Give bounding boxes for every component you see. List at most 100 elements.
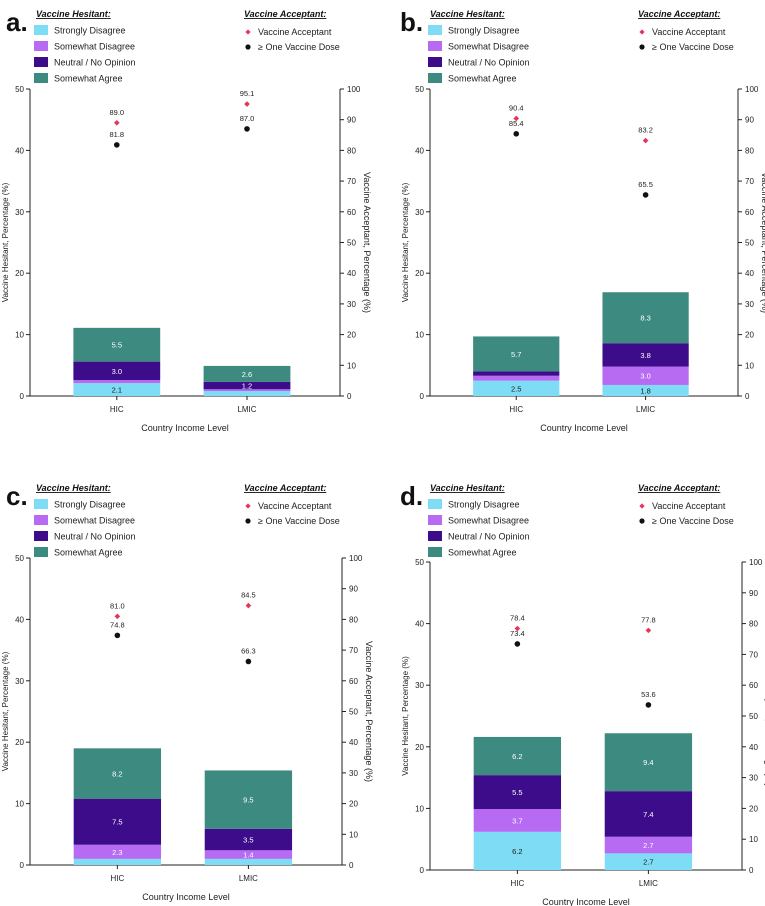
bar-value-label: 7.5 [112, 818, 122, 827]
y2-tick-label: 80 [349, 615, 358, 624]
legend-label-acceptant-2: ≥ One Vaccine Dose [652, 516, 734, 526]
y2-axis-label: Vaccine Acceptant, Percentage (%) [760, 172, 765, 313]
x-tick-label-lmic: LMIC [636, 405, 655, 414]
x-tick-label-hic: HIC [510, 879, 524, 888]
point-label-acceptant: 78.4 [510, 614, 525, 623]
y2-tick-label: 20 [349, 800, 358, 809]
legend-label-hesitant-4: Somewhat Agree [54, 74, 123, 84]
legend-swatch-2 [428, 41, 442, 51]
bar-value-label: 1.2 [242, 382, 252, 391]
point-vaccine-acceptant-hic [114, 119, 120, 126]
x-axis-label: Country Income Level [542, 897, 630, 906]
legend-hesitant-title: Vaccine Hesitant: [430, 9, 505, 19]
y2-tick-label: 90 [749, 589, 758, 598]
legend-swatch-3 [428, 531, 442, 541]
y2-tick-label: 90 [745, 116, 754, 125]
legend-label-hesitant-1: Strongly Disagree [448, 26, 520, 36]
y-tick-label: 50 [415, 558, 424, 567]
bar-value-label: 2.6 [242, 370, 252, 379]
legend-swatch-4 [34, 547, 48, 557]
bar-value-label: 2.7 [643, 858, 653, 867]
bar-segment-lmic-somewhat-agree [204, 770, 293, 829]
y-tick-label: 20 [415, 743, 424, 752]
legend-label-hesitant-3: Neutral / No Opinion [448, 58, 530, 68]
legend-label-hesitant-3: Neutral / No Opinion [54, 58, 136, 68]
chart-panel-2: b. Vaccine Hesitant: Strongly Disagree Some… [400, 7, 765, 433]
legend-label-acceptant-2: ≥ One Vaccine Dose [258, 42, 340, 52]
point-one-dose-hic [114, 142, 120, 148]
bar-segment-lmic-somewhat-agree [604, 733, 693, 792]
bar-value-label: 5.7 [511, 350, 521, 359]
x-axis-label: Country Income Level [141, 423, 229, 433]
y-tick-label: 40 [415, 620, 424, 629]
y-tick-label: 30 [415, 208, 424, 217]
bar-segment-lmic-somewhat-disagree [604, 836, 693, 854]
point-one-dose-hic [114, 632, 121, 639]
bar-segment-hic-somewhat-disagree [73, 844, 162, 859]
bar-value-label: 3.5 [243, 836, 253, 845]
bar-value-label: 3.0 [640, 372, 650, 381]
y2-tick-label: 30 [745, 300, 754, 309]
panel-label: b. [400, 7, 423, 37]
y-tick-label: 30 [415, 681, 424, 690]
legend-label-hesitant-4: Somewhat Agree [448, 74, 517, 84]
y-tick-label: 20 [15, 738, 24, 747]
bar-segment-lmic-somewhat-disagree [203, 389, 291, 392]
legend-hesitant-title: Vaccine Hesitant: [36, 9, 111, 19]
y-tick-label: 20 [15, 269, 24, 278]
legend-marker-circle [639, 518, 645, 524]
bar-segment-lmic-neutral-no-opinion [602, 343, 689, 367]
legend-swatch-4 [34, 73, 48, 83]
bar-value-label: 5.5 [112, 341, 122, 350]
bar-value-label: 3.0 [112, 367, 122, 376]
legend-marker-circle [639, 44, 645, 50]
y2-tick-label: 10 [349, 830, 358, 839]
legend-swatch-3 [428, 57, 442, 67]
x-tick-label-hic: HIC [509, 405, 523, 414]
bar-value-label: 2.1 [112, 386, 122, 395]
bar-value-label: 9.5 [243, 796, 253, 805]
point-label-dose: 65.5 [638, 180, 653, 189]
point-vaccine-acceptant-lmic [642, 137, 649, 144]
y2-tick-label: 0 [347, 392, 352, 401]
chart-panel-1: a. Vaccine Hesitant: Strongly Disagree Some… [1, 7, 372, 433]
point-one-dose-lmic [245, 658, 252, 665]
legend-swatch-1 [428, 25, 442, 35]
bar-value-label: 5.5 [512, 788, 522, 797]
legend-label-acceptant-2: ≥ One Vaccine Dose [258, 516, 340, 526]
point-label-dose: 73.4 [510, 629, 525, 638]
y2-tick-label: 100 [347, 85, 361, 94]
y-axis-label: Vaccine Hesitant, Percentage (%) [1, 651, 10, 771]
bar-segment-hic-neutral-no-opinion [73, 361, 161, 381]
y2-axis-label: Vaccine Acceptant, Percentage (%) [364, 641, 374, 782]
point-label-acceptant: 81.0 [110, 601, 125, 610]
y2-tick-label: 50 [349, 708, 358, 717]
y2-tick-label: 80 [745, 146, 754, 155]
y2-tick-label: 60 [349, 677, 358, 686]
bar-segment-lmic-strongly-disagree [602, 384, 689, 396]
y-tick-label: 50 [415, 85, 424, 94]
bar-segment-lmic-neutral-no-opinion [203, 381, 291, 390]
point-label-acceptant: 83.2 [638, 126, 653, 135]
y2-tick-label: 30 [349, 769, 358, 778]
y2-tick-label: 40 [349, 738, 358, 747]
y2-tick-label: 60 [745, 208, 754, 217]
bar-value-label: 7.4 [643, 810, 653, 819]
x-tick-label-lmic: LMIC [237, 405, 256, 414]
legend-label-hesitant-2: Somewhat Disagree [448, 42, 529, 52]
y2-tick-label: 30 [347, 300, 356, 309]
y2-tick-label: 90 [349, 585, 358, 594]
x-axis-label: Country Income Level [142, 892, 230, 902]
point-one-dose-lmic [642, 192, 649, 198]
y2-tick-label: 80 [347, 146, 356, 155]
legend-acceptant-title: Vaccine Acceptant: [638, 9, 720, 19]
y2-tick-label: 0 [745, 392, 750, 401]
legend-swatch-1 [34, 499, 48, 509]
y-tick-label: 10 [15, 331, 24, 340]
bar-segment-hic-neutral-no-opinion [473, 371, 560, 376]
y-axis-label: Vaccine Hesitant, Percentage (%) [1, 182, 10, 302]
y-tick-label: 40 [15, 146, 24, 155]
x-tick-label-lmic: LMIC [639, 879, 658, 888]
legend-label-hesitant-3: Neutral / No Opinion [448, 532, 530, 542]
